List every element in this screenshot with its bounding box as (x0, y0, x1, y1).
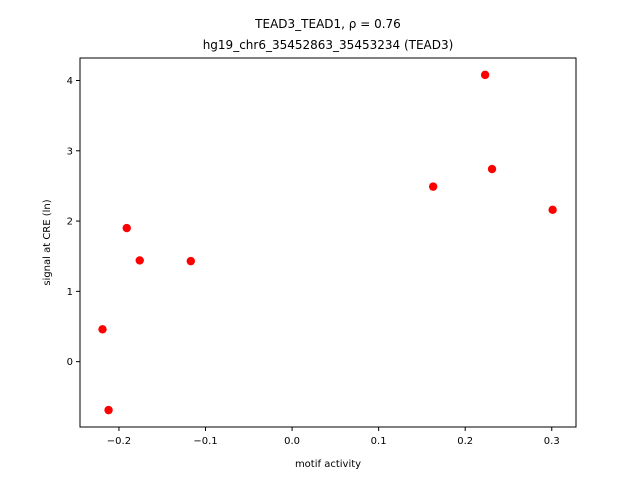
chart-title-line2: hg19_chr6_35452863_35453234 (TEAD3) (203, 38, 454, 52)
data-point (122, 223, 131, 233)
data-point (98, 325, 107, 334)
data-point (186, 256, 195, 266)
y-tick-label: 1 (67, 287, 73, 298)
data-point (428, 182, 438, 191)
y-tick-label: 2 (67, 217, 73, 228)
x-tick-label: −0.1 (193, 436, 217, 447)
plot-frame (79, 57, 577, 428)
data-point (548, 205, 557, 215)
x-tick-label: −0.2 (107, 436, 131, 447)
data-point (104, 405, 113, 415)
x-tick-label: 0.3 (544, 436, 560, 447)
x-tick-label: 0.0 (284, 436, 300, 447)
x-tick-label: 0.2 (457, 436, 473, 447)
plot-area (98, 70, 557, 415)
data-point (480, 70, 490, 80)
y-axis-label: signal at CRE (ln) (42, 199, 53, 285)
y-tick-label: 4 (67, 76, 73, 87)
x-tick-label: 0.1 (371, 436, 387, 447)
y-tick-label: 3 (67, 146, 73, 157)
x-axis-label: motif activity (295, 459, 361, 470)
chart-title-line1: TEAD3_TEAD1, ρ = 0.76 (254, 17, 401, 31)
y-tick-label: 0 (67, 357, 73, 368)
data-point (487, 164, 497, 174)
data-point (135, 256, 144, 265)
